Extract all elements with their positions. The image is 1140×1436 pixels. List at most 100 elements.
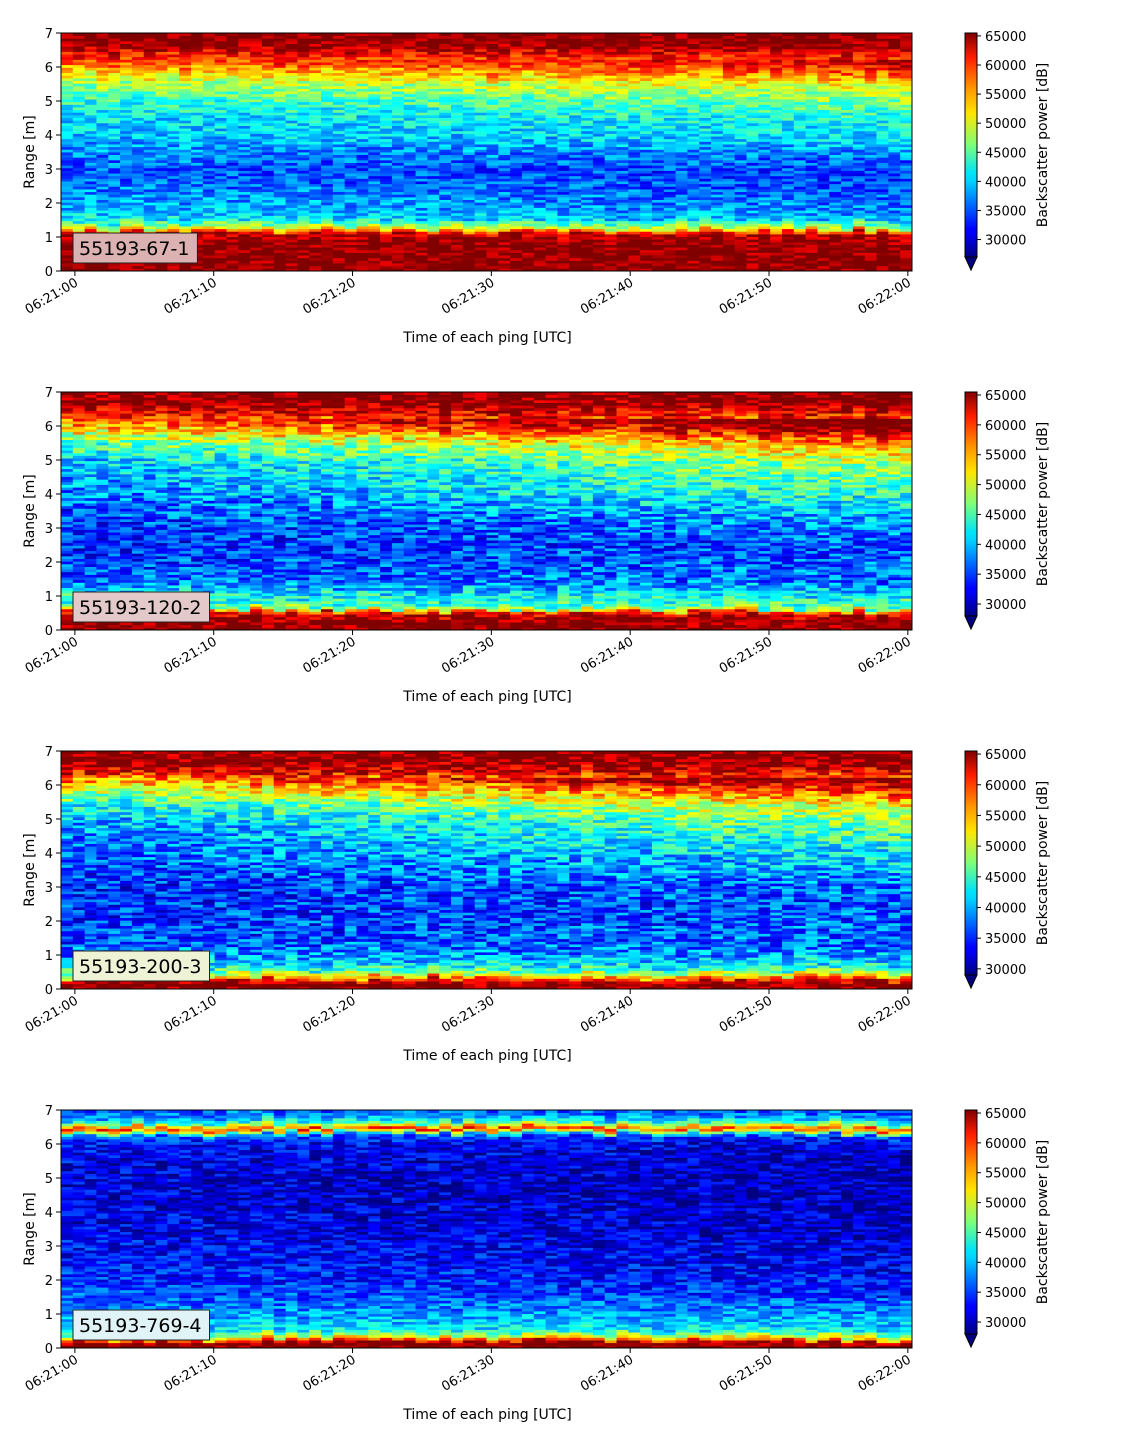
- heatmap-cell: [380, 43, 393, 47]
- heatmap-cell: [238, 88, 251, 92]
- heatmap-cell: [640, 239, 653, 243]
- heatmap-cell: [155, 75, 168, 79]
- heatmap-cell: [356, 144, 369, 148]
- heatmap-cell: [462, 196, 476, 200]
- heatmap-cell: [521, 125, 535, 129]
- heatmap-cell: [439, 220, 452, 224]
- heatmap-cell: [368, 114, 381, 119]
- heatmap-cell: [628, 144, 641, 148]
- heatmap-cell: [474, 35, 487, 39]
- heatmap-cell: [557, 220, 570, 224]
- heatmap-cell: [167, 223, 180, 227]
- heatmap-cell: [498, 228, 511, 232]
- heatmap-cell: [72, 56, 86, 60]
- heatmap-cell: [640, 35, 653, 39]
- heatmap-cell: [191, 125, 204, 129]
- heatmap-cell: [273, 35, 286, 39]
- heatmap-cell: [651, 112, 665, 116]
- heatmap-cell: [474, 191, 487, 195]
- heatmap-cell: [592, 54, 606, 58]
- heatmap-cell: [640, 247, 653, 251]
- heatmap-cell: [604, 244, 617, 248]
- heatmap-cell: [604, 247, 617, 251]
- heatmap-cell: [687, 236, 700, 240]
- heatmap-cell: [687, 93, 700, 97]
- heatmap-cell: [143, 178, 156, 182]
- heatmap-cell: [61, 109, 74, 113]
- heatmap-cell: [628, 218, 641, 222]
- heatmap-cell: [628, 64, 641, 68]
- heatmap-cell: [238, 128, 251, 132]
- heatmap-cell: [557, 88, 570, 92]
- heatmap-cell: [451, 175, 464, 179]
- heatmap-cell: [462, 178, 476, 182]
- heatmap-cell: [261, 196, 275, 200]
- heatmap-cell: [451, 112, 464, 116]
- heatmap-cell: [616, 149, 629, 153]
- heatmap-cell: [628, 199, 641, 203]
- heatmap-cell: [640, 263, 653, 267]
- heatmap-cell: [250, 202, 263, 206]
- heatmap-cell: [309, 77, 322, 81]
- heatmap-cell: [675, 59, 688, 63]
- heatmap-cell: [285, 43, 298, 47]
- heatmap-cell: [462, 231, 476, 235]
- heatmap-cell: [451, 191, 464, 195]
- heatmap-cell: [427, 101, 440, 105]
- heatmap-cell: [451, 212, 464, 216]
- heatmap-cell: [651, 48, 665, 52]
- heatmap-cell: [131, 191, 145, 195]
- heatmap-cell: [403, 236, 416, 240]
- heatmap-cell: [61, 255, 74, 259]
- heatmap-cell: [557, 136, 570, 140]
- heatmap-cell: [545, 239, 558, 243]
- heatmap-cell: [415, 233, 428, 238]
- heatmap-cell: [356, 167, 369, 171]
- heatmap-cell: [261, 67, 275, 71]
- heatmap-cell: [474, 120, 487, 124]
- heatmap-cell: [711, 241, 724, 245]
- heatmap-cell: [616, 218, 629, 222]
- heatmap-cell: [498, 93, 511, 97]
- heatmap-cell: [191, 189, 204, 193]
- heatmap-cell: [439, 247, 452, 251]
- heatmap-cell: [179, 268, 192, 272]
- heatmap-cell: [533, 202, 546, 206]
- heatmap-cell: [462, 241, 476, 245]
- heatmap-cell: [640, 196, 653, 200]
- heatmap-cell: [368, 154, 381, 158]
- heatmap-cell: [250, 265, 263, 269]
- heatmap-cell: [711, 226, 724, 230]
- heatmap-cell: [108, 268, 121, 272]
- heatmap-cell: [143, 218, 156, 222]
- heatmap-cell: [202, 233, 216, 238]
- heatmap-cell: [711, 175, 724, 179]
- heatmap-cell: [592, 255, 606, 259]
- heatmap-cell: [462, 199, 476, 203]
- heatmap-cell: [120, 117, 133, 121]
- heatmap-cell: [72, 117, 86, 121]
- heatmap-cell: [569, 186, 582, 190]
- heatmap-cell: [380, 109, 393, 113]
- heatmap-cell: [391, 88, 405, 92]
- heatmap-cell: [486, 215, 499, 219]
- heatmap-cell: [415, 175, 428, 179]
- heatmap-cell: [403, 77, 416, 81]
- heatmap-cell: [273, 130, 286, 134]
- heatmap-cell: [120, 109, 133, 113]
- heatmap-cell: [179, 62, 192, 66]
- heatmap-cell: [285, 167, 298, 171]
- heatmap-cell: [72, 144, 86, 148]
- heatmap-cell: [332, 128, 346, 132]
- heatmap-cell: [687, 62, 700, 66]
- heatmap-cell: [521, 130, 535, 134]
- heatmap-cell: [84, 125, 97, 129]
- heatmap-cell: [344, 70, 357, 74]
- heatmap-cell: [179, 91, 192, 95]
- heatmap-cell: [462, 149, 476, 153]
- heatmap-cell: [651, 239, 665, 243]
- heatmap-cell: [309, 62, 322, 66]
- heatmap-cell: [699, 152, 712, 156]
- heatmap-cell: [592, 159, 606, 163]
- heatmap-cell: [261, 101, 275, 105]
